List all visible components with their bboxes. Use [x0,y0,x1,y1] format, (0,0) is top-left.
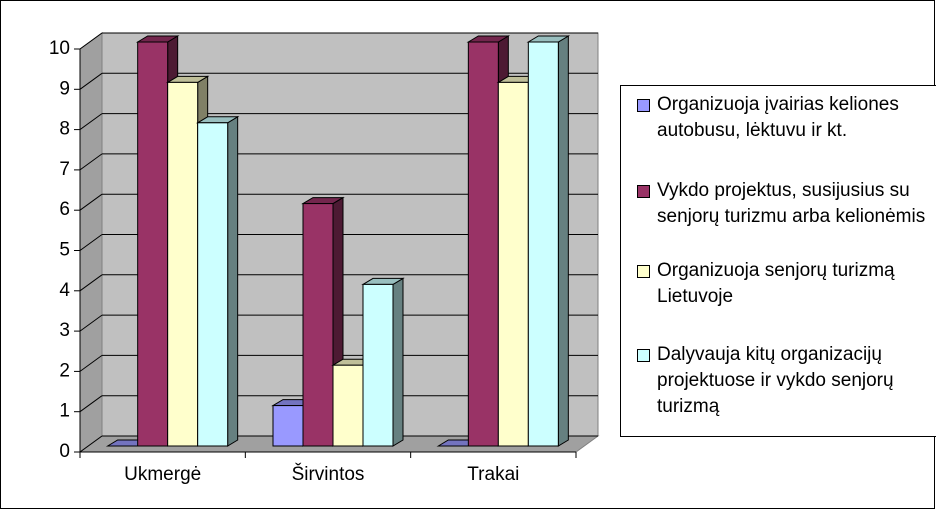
x-tick-label: Ukmergė [124,464,201,485]
legend-entry: Dalyvauja kitų organizacijų projektuose … [637,342,936,420]
legend-label: Organizuoja senjorų turizmą Lietuvoje [657,260,895,307]
bar-side [227,115,239,447]
legend-swatch [637,349,650,362]
bar [272,405,304,447]
grid-line-side [79,395,103,413]
legend-label: Dalyvauja kitų organizacijų projektuose … [657,344,894,417]
grid-line-side [79,234,103,251]
legend-entry: Organizuoja įvairias keliones autobusu, … [637,92,936,144]
y-tick-label: 8 [59,119,70,140]
y-tick-label: 9 [59,78,70,99]
grid-line-side [79,274,103,292]
bar [167,81,199,447]
bar [497,81,529,447]
bar [302,203,334,447]
legend-entry: Organizuoja senjorų turizmą Lietuvoje [637,258,936,310]
grid-line-side [79,193,103,211]
grid-line-side [79,72,103,90]
y-tick-label: 7 [59,159,70,180]
grid-line-side [79,153,103,171]
grid-line-side [79,113,103,131]
y-tick-label: 5 [59,240,70,261]
bar-side [557,35,569,447]
legend-swatch [637,99,650,112]
bar [137,41,169,447]
y-tick-label: 6 [59,199,70,220]
y-tick-label: 0 [59,441,70,462]
y-tick-label: 1 [59,401,70,422]
y-tick-label: 3 [59,320,70,341]
grid-line-side [79,354,103,372]
bar [527,41,559,447]
x-tick-label: Širvintos [292,463,365,485]
legend-swatch [637,185,650,198]
y-tick-label: 10 [49,38,70,59]
grid-line-side [79,435,103,453]
grid-line-side [79,314,103,332]
bar [332,364,364,447]
legend-swatch [637,265,650,278]
legend-label: Vykdo projektus, susijusius su senjorų t… [657,180,926,227]
bar-side [392,277,404,447]
bar [197,122,229,447]
grid-line-side [79,32,103,50]
bar [362,283,394,447]
legend-entry: Vykdo projektus, susijusius su senjorų t… [637,178,936,230]
legend-label: Organizuoja įvairias keliones autobusu, … [657,94,899,141]
bar [467,41,499,447]
y-tick-label: 4 [59,280,70,301]
legend: Organizuoja įvairias keliones autobusu, … [620,85,936,437]
x-tick-label: Trakai [467,464,519,485]
y-tick-label: 2 [59,360,70,381]
